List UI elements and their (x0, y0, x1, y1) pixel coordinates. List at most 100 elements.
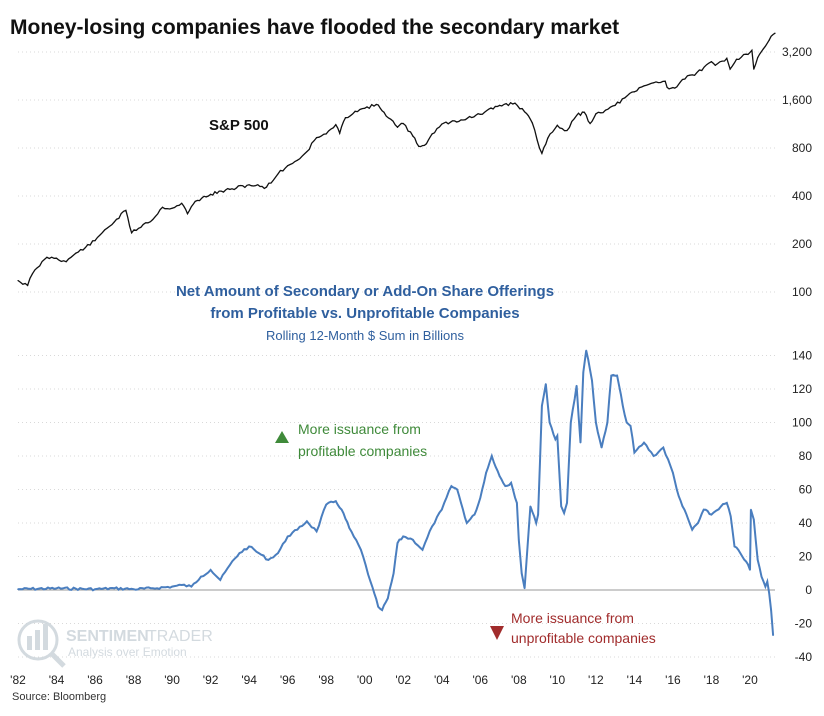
sp500-point (729, 68, 731, 70)
sp500-point (296, 159, 298, 161)
x-tick-label: '98 (318, 673, 334, 687)
offerings-point (643, 441, 645, 444)
offerings-point (529, 505, 532, 508)
x-tick-label: '14 (627, 673, 643, 687)
sp500-point (335, 124, 337, 126)
sp500-point (523, 111, 526, 113)
offerings-point (473, 513, 476, 516)
x-tick-label: '06 (472, 673, 488, 687)
offerings-point (745, 560, 747, 563)
sp500-point (536, 139, 538, 141)
offerings-point (421, 549, 424, 551)
source-note: Source: Bloomberg (12, 691, 106, 703)
offerings-point (518, 538, 520, 541)
offerings-point (672, 471, 674, 474)
x-tick-label: '16 (665, 673, 681, 687)
sp500-y-tick-label: 400 (792, 189, 812, 203)
sp500-point (94, 240, 96, 242)
offerings-point (267, 559, 270, 561)
sp500-point (666, 86, 668, 88)
x-tick-label: '04 (434, 673, 450, 687)
sp500-point (541, 152, 543, 154)
offerings-point (17, 588, 19, 590)
offerings-point (749, 569, 751, 571)
sp500-point (753, 68, 755, 70)
sp500-point (589, 122, 591, 125)
sp500-point (460, 119, 462, 121)
offerings-point (360, 549, 362, 551)
offerings-point (113, 587, 116, 590)
offerings-point (750, 508, 752, 511)
sp500-point (431, 133, 433, 135)
offerings-point (591, 379, 593, 382)
x-tick-label: '18 (704, 673, 720, 687)
sp500-point (604, 109, 607, 111)
offerings-point (629, 425, 632, 427)
offerings-point (152, 587, 154, 590)
x-tick-label: '20 (742, 673, 758, 687)
sp500-point (514, 102, 516, 104)
sp500-point (210, 193, 212, 195)
sp500-y-tick-label: 800 (792, 141, 812, 155)
sp500-point (36, 267, 38, 269)
offerings-point (412, 538, 414, 541)
sp500-point (498, 104, 501, 106)
sp500-point (664, 80, 666, 82)
sp500-point (547, 137, 549, 139)
sp500-point (402, 122, 404, 125)
sp500-y-tick-label: 1,600 (782, 93, 812, 107)
sp500-point (479, 113, 481, 115)
offerings-y-tick-label: 0 (805, 583, 812, 597)
sp500-point (142, 223, 144, 226)
offerings-point (662, 446, 665, 449)
x-tick-label: '86 (87, 673, 103, 687)
sp500-point (774, 32, 776, 34)
offerings-point (720, 505, 722, 508)
offerings-point (402, 535, 405, 538)
offerings-line (17, 350, 775, 636)
x-tick-label: '10 (550, 673, 566, 687)
sp500-point (325, 133, 327, 135)
sp500-point (46, 256, 48, 258)
sp500-point (364, 107, 366, 109)
offerings-point (510, 482, 512, 484)
sp500-point (354, 110, 356, 112)
offerings-y-axis: -40 -20 0 20 40 60 80 100 120 140 (792, 349, 812, 665)
sp500-point (186, 213, 189, 215)
offerings-point (556, 435, 559, 437)
offerings-y-tick-label: 40 (799, 516, 813, 530)
offerings-point (456, 488, 458, 491)
offerings-point (600, 446, 603, 449)
offerings-point (381, 609, 383, 611)
sp500-y-tick-label: 200 (792, 237, 812, 251)
sp500-y-tick-label: 3,200 (782, 45, 812, 59)
sp500-point (710, 61, 713, 63)
offerings-point (606, 421, 609, 424)
sp500-gridlines (18, 51, 775, 293)
offerings-point (691, 528, 693, 531)
sp500-point (181, 202, 183, 204)
sp500-point (27, 284, 29, 286)
offerings-y-tick-label: -40 (795, 650, 813, 664)
offerings-point (396, 542, 399, 544)
offerings-point (535, 522, 537, 524)
x-tick-label: '12 (588, 673, 604, 687)
offerings-point (760, 575, 763, 578)
offerings-y-tick-label: 140 (792, 349, 812, 363)
offerings-point (548, 421, 551, 424)
offerings-point (219, 579, 222, 581)
chart-title: Money-losing companies have flooded the … (10, 16, 619, 39)
offerings-point (180, 584, 183, 586)
sp500-point (344, 117, 347, 119)
offerings-point (257, 552, 260, 554)
x-tick-label: '00 (357, 673, 373, 687)
sp500-point (691, 74, 693, 76)
sp500-point (762, 48, 765, 50)
offerings-point (756, 559, 759, 561)
sp500-point (768, 39, 770, 41)
offerings-point (335, 500, 337, 503)
sp500-point (277, 173, 279, 175)
offerings-point (325, 503, 327, 506)
offerings-point (770, 609, 772, 611)
